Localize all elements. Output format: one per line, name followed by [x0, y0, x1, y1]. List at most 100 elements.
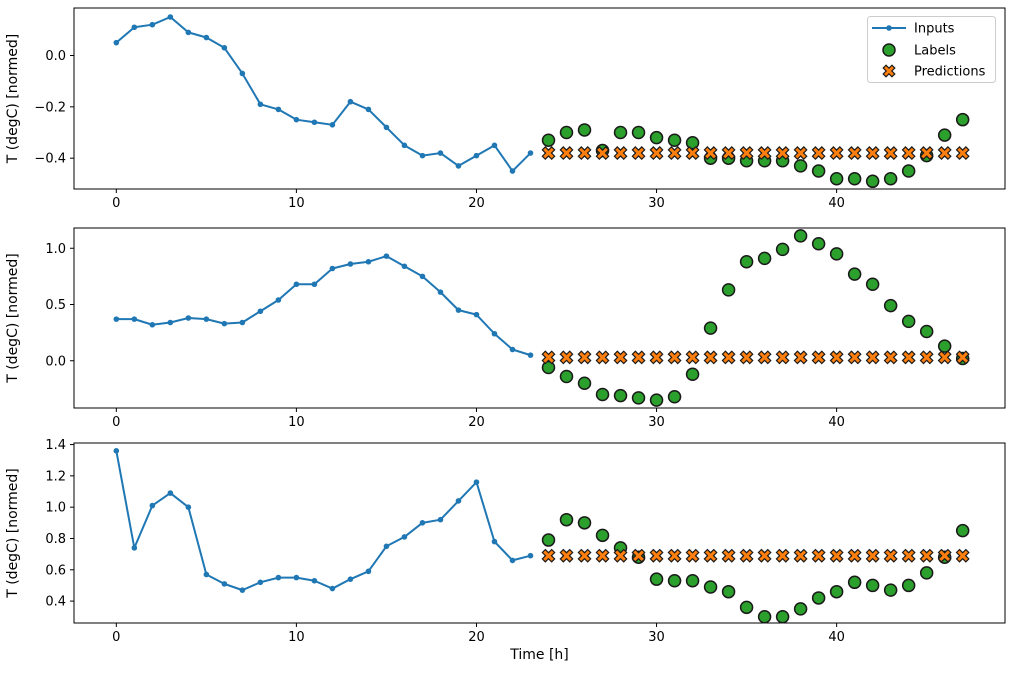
inputs-point — [383, 124, 390, 131]
prediction-point — [739, 548, 754, 563]
prediction-point — [685, 548, 700, 563]
axes-frame — [73, 227, 1006, 409]
prediction-point — [883, 146, 898, 161]
label-point — [721, 584, 736, 599]
prediction-point — [847, 146, 862, 161]
label-point — [901, 314, 916, 329]
label-point — [595, 387, 610, 402]
prediction-point — [631, 146, 646, 161]
inputs-point — [113, 448, 120, 454]
prediction-point — [883, 350, 898, 365]
label-point — [811, 164, 826, 178]
inputs-point — [509, 168, 516, 174]
legend-labels-circle-icon — [882, 43, 896, 57]
prediction-point — [667, 548, 682, 563]
label-point — [937, 128, 952, 142]
y-axis-label: T (degC) [normed] — [5, 253, 21, 384]
prediction-point — [937, 146, 952, 161]
inputs-line — [115, 15, 532, 173]
inputs-point — [419, 273, 426, 280]
label-point — [919, 566, 934, 580]
prediction-point — [811, 146, 826, 161]
label-point — [811, 591, 826, 605]
prediction-point — [721, 548, 736, 563]
label-point — [541, 133, 556, 147]
inputs-point — [437, 150, 444, 156]
inputs-point — [167, 319, 174, 326]
prediction-point — [883, 548, 898, 563]
label-point — [631, 125, 646, 140]
x-tick-label: 10 — [288, 630, 305, 645]
inputs-point — [347, 576, 354, 582]
label-point — [793, 159, 808, 173]
label-point — [703, 321, 718, 335]
prediction-point — [559, 146, 574, 161]
prediction-point — [775, 548, 790, 563]
label-point — [829, 247, 844, 261]
prediction-point — [901, 548, 916, 563]
prediction-point — [739, 350, 754, 365]
legend-predictions-x-icon — [882, 64, 896, 78]
inputs-point — [401, 142, 408, 149]
prediction-point — [703, 548, 718, 563]
label-point — [631, 391, 646, 405]
inputs-point — [221, 320, 228, 327]
label-point — [775, 242, 790, 257]
prediction-point — [667, 350, 682, 365]
prediction-point — [613, 146, 628, 161]
inputs-point — [113, 316, 120, 322]
label-point — [595, 528, 610, 543]
x-axis-label: Time [h] — [509, 647, 569, 663]
label-point — [883, 298, 898, 313]
inputs-point — [293, 574, 300, 581]
prediction-point — [757, 548, 772, 563]
label-point — [559, 369, 574, 384]
inputs-point — [239, 587, 246, 593]
inputs-point — [275, 297, 282, 303]
label-point — [667, 133, 682, 147]
inputs-point — [455, 498, 462, 504]
legend: Inputs Labels Predictions — [867, 16, 996, 83]
inputs-point — [329, 265, 336, 272]
inputs-point — [203, 316, 210, 322]
x-tick-label: 0 — [112, 415, 120, 430]
inputs-point — [455, 307, 462, 313]
prediction-point — [685, 350, 700, 365]
label-point — [559, 125, 574, 140]
prediction-point — [757, 146, 772, 161]
label-point — [883, 171, 898, 186]
inputs-point — [437, 516, 444, 523]
y-tick-label: 0.0 — [45, 354, 66, 369]
label-point — [685, 136, 700, 150]
label-point — [937, 339, 952, 353]
x-tick-label: 0 — [112, 196, 120, 211]
prediction-point — [865, 548, 880, 563]
prediction-point — [829, 548, 844, 563]
inputs-point — [167, 14, 174, 20]
label-point — [757, 609, 772, 624]
y-tick-label: 1.0 — [45, 501, 66, 516]
prediction-point — [919, 548, 934, 563]
inputs-point — [347, 261, 354, 267]
label-point — [955, 112, 970, 127]
subplot-1: 0 10 20 30 40 0.0 −0.2 −0.4 T (degC) [normed] Inp… — [5, 7, 1006, 211]
label-point — [955, 523, 970, 538]
prediction-point — [595, 146, 610, 161]
x-tick-label: 40 — [828, 196, 845, 211]
axes-frame — [73, 442, 1006, 624]
prediction-point — [685, 146, 700, 161]
inputs-point — [383, 543, 390, 550]
inputs-line — [115, 449, 532, 592]
x-tick-label: 20 — [468, 196, 485, 211]
label-point — [883, 583, 898, 597]
x-tick-label: 40 — [828, 630, 845, 645]
label-point — [577, 123, 592, 137]
label-point — [667, 573, 682, 588]
x-tick-label: 20 — [468, 415, 485, 430]
prediction-point — [901, 146, 916, 161]
inputs-point — [437, 289, 444, 295]
prediction-point — [739, 146, 754, 161]
prediction-point — [577, 350, 592, 365]
inputs-point — [275, 574, 282, 581]
